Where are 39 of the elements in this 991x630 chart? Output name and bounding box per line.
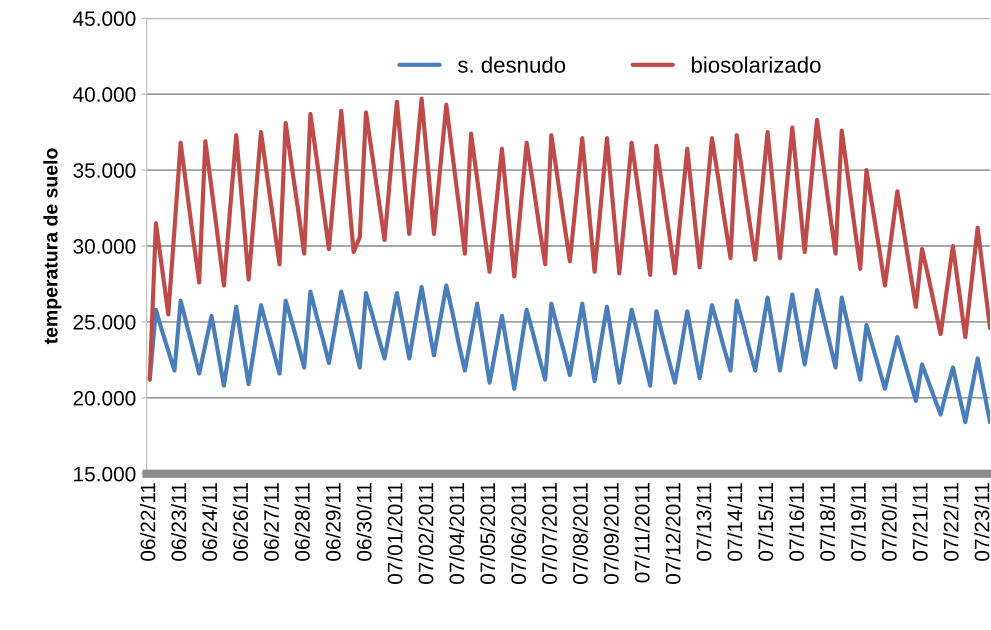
- x-tick-label: 07/04/2011: [448, 483, 464, 584]
- x-tick-label: 07/16/11: [788, 483, 804, 561]
- y-axis-title: temperatura de suelo: [43, 148, 62, 344]
- x-tick-label: 07/19/11: [850, 483, 866, 561]
- x-tick-label: 07/08/2011: [572, 483, 588, 584]
- x-tick-label: 07/18/11: [820, 483, 835, 561]
- x-tick-label: 07/07/2011: [542, 483, 557, 584]
- x-tick-label: 06/22/11: [140, 483, 156, 561]
- x-tick-label: 07/13/11: [696, 483, 712, 561]
- x-tick-label: 06/26/11: [232, 483, 248, 561]
- x-tick-label: 07/02/2011: [418, 483, 434, 584]
- x-tick-label: 06/30/11: [356, 483, 372, 561]
- x-tick-label: 07/06/2011: [510, 483, 526, 584]
- x-tick-label: 06/29/11: [325, 483, 341, 561]
- x-tick-label: 06/23/11: [170, 483, 186, 561]
- y-tick-label: 35.000: [73, 163, 136, 178]
- y-tick-label: 40.000: [73, 87, 136, 102]
- y-tick-label: 45.000: [73, 11, 136, 26]
- x-tick-label: 06/27/11: [264, 483, 279, 561]
- x-tick-label: 07/20/11: [881, 483, 897, 561]
- x-tick-label: 07/14/11: [726, 483, 742, 561]
- x-tick-label: 06/24/11: [202, 483, 218, 561]
- y-tick-label: 30.000: [73, 239, 136, 254]
- x-tick-label: 07/09/2011: [603, 483, 619, 584]
- y-tick-label: 25.000: [74, 314, 136, 330]
- legend-label: s. desnudo: [458, 56, 566, 73]
- x-tick-label: 07/22/11: [943, 483, 959, 561]
- x-tick-label: 07/12/2011: [665, 483, 681, 584]
- x-tick-label: 07/23/11: [974, 483, 990, 561]
- x-tick-label: 07/15/11: [758, 483, 774, 561]
- x-tick-label: 06/28/11: [294, 483, 310, 561]
- legend-label: biosolarizado: [692, 56, 821, 73]
- y-tick-label: 15.000: [74, 466, 136, 482]
- x-tick-label: 07/01/2011: [387, 483, 402, 584]
- x-tick-label: 07/05/2011: [480, 483, 496, 584]
- line-series: [148, 96, 990, 382]
- y-tick-label: 20.000: [74, 390, 136, 406]
- x-tick-label: 07/21/11: [912, 483, 928, 561]
- x-tick-label: 07/11/2011: [634, 483, 650, 582]
